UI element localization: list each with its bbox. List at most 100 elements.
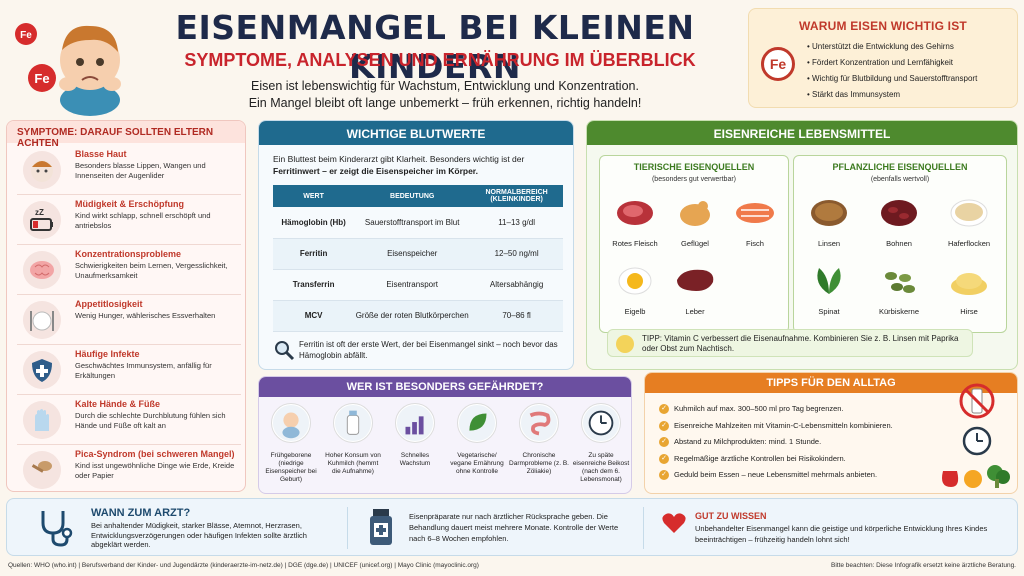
food-label: Hirse [960,307,978,316]
food-item: Spinat [802,264,856,316]
fish-icon [736,203,774,223]
tip-item: ✓ Abstand zu Milchprodukten: mind. 1 Stun… [659,434,893,451]
why-iron-list: Unterstützt die Entwicklung des Gehirns … [807,39,977,103]
why-item: Unterstützt die Entwicklung des Gehirns [807,39,977,55]
check-icon: ✓ [659,437,669,448]
table-row: MCV Größe der roten Blutkörperchen 70–86… [273,300,563,332]
doctor-info-bar: WANN ZUM ARZT? Bei anhaltender Müdigkeit… [6,498,1018,556]
vitamin-c-tip: TIPP: Vitamin C verbessert die Eisenaufn… [607,329,973,357]
symptoms-title: SYMPTOME: DARAUF SOLLTEN ELTERN ACHTEN [7,121,245,149]
risk-label: Hoher Konsum von Kuhmilch (hemmt die Auf… [325,452,381,475]
symptom-desc: Durch die schlechte Durchblutung fühlen … [75,411,226,430]
page-title: EISENMANGEL BEI KLEINEN KINDERN [175,8,695,86]
symptom-title: Appetitlosigkeit [75,299,143,309]
leaf-icon [457,403,497,443]
check-icon: ✓ [659,453,669,464]
food-item: Linsen [802,196,856,248]
symptom-desc: Kind wirkt schlapp, schnell erschöpft un… [75,211,211,230]
liver-icon [677,269,714,291]
heart-icon [662,513,686,533]
symptom-item: Appetitlosigkeit Wenig Hunger, wählerisc… [17,297,241,345]
good-to-know-title: GUT ZU WISSEN [695,511,767,521]
table-cell: 12–50 ng/ml [470,238,563,270]
risk-label: Vegetarische/ vegane Ernährung ohne Kont… [450,452,504,475]
symptom-desc: Schwierigkeiten beim Lernen, Vergesslich… [75,261,228,280]
food-item: Leber [668,264,722,316]
doctor-title: WANN ZUM ARZT? [91,507,191,519]
table-row: Hämoglobin (Hb) Sauerstofftransport im B… [273,207,563,239]
food-item: Eigelb [608,264,662,316]
food-item: Hirse [942,264,996,316]
food-label: Geflügel [681,239,709,248]
lentils-icon [811,200,847,226]
baby-icon [271,403,311,443]
tip-item: ✓ Geduld beim Essen – neue Lebensmittel m… [659,467,893,484]
svg-text:zZ: zZ [35,208,44,217]
svg-text:Fe: Fe [20,30,32,41]
table-header: NORMALBEREICH (KLEINKINDER) [470,185,563,207]
spoon-icon [23,451,61,489]
symptom-item: Blasse Haut Besonders blasse Lippen, Wan… [17,147,241,195]
symptom-item: Häufige Infekte Geschwächtes Immunsystem… [17,347,241,395]
table-header: WERT [273,185,355,207]
food-label: Haferflocken [947,239,991,248]
page-subtitle: SYMPTOME, ANALYSEN UND ERNÄHRUNG IM ÜBER… [184,50,696,70]
check-icon: ✓ [659,470,669,481]
shield-icon [23,351,61,389]
plant-sources-box: PFLANZLICHE EISENQUELLEN (ebenfalls wert… [793,155,1007,333]
risk-label: Schnelles Wachstum [399,452,431,467]
oats-icon [950,199,988,227]
daily-tips-title: TIPPS FÜR DEN ALLTAG [645,373,1017,393]
check-icon: ✓ [659,420,669,431]
symptom-title: Kalte Hände & Füße [75,399,161,409]
brain-icon [23,251,61,289]
disclaimer-text: Bitte beachten: Diese Infografik ersetzt… [831,562,1016,569]
food-label: Rotes Fleisch [612,239,658,248]
table-cell: MCV [273,300,355,332]
blood-intro-text: Ein Bluttest beim Kinderarzt gibt Klarhe… [273,154,525,164]
tip-item: ✓ Kuhmilch auf max. 300–500 ml pro Tag be… [659,401,893,418]
table-cell: Ferritin [273,238,355,270]
tip-item: ✓ Eisenreiche Mahlzeiten mit Vitamin-C-Le… [659,418,893,435]
sources-text: Quellen: WHO (who.int) | Berufsverband d… [8,562,479,569]
food-item: Bohnen [872,196,926,248]
food-item: Rotes Fleisch [608,196,662,248]
food-item: Fisch [728,196,782,248]
lightbulb-icon [616,335,634,353]
good-to-know-desc: Unbehandelter Eisenmangel kann die geist… [695,524,988,544]
check-icon: ✓ [659,404,669,415]
child-face-icon [23,151,61,189]
steak-icon [617,201,653,225]
cutlery-icon [23,301,61,339]
table-cell: 70–86 fl [470,300,563,332]
egg-yolk-icon [618,267,652,295]
symptom-title: Konzentrationsprobleme [75,249,182,259]
food-label: Kürbiskerne [878,307,920,316]
blood-intro-bold: Ferritinwert – er zeigt die Eisenspeiche… [273,166,479,176]
table-cell: Hämoglobin (Hb) [273,207,355,239]
risk-label: Chronische Darmprobleme (z. B. Zöliakie) [509,452,569,475]
animal-sources-title: TIERISCHE EISENQUELLEN [633,162,755,172]
symptom-desc: Kind isst ungewöhnliche Dinge wie Erde, … [75,461,235,480]
food-label: Spinat [818,307,840,316]
animal-sources-box: TIERISCHE EISENQUELLEN (besonders gut ve… [599,155,789,333]
tip-text: Regelmäßige ärztliche Kontrollen bei Ris… [674,453,846,463]
poultry-icon [680,201,710,226]
intro-line-1: Eisen ist lebenswichtig für Wachstum, En… [251,79,639,93]
table-cell: Altersabhängig [470,269,563,301]
spinach-icon [817,268,841,294]
blood-intro: Ein Bluttest beim Kinderarzt gibt Klarhe… [273,153,563,177]
risk-label: Zu späte eisenreiche Beikost (nach dem 6… [572,452,630,483]
symptom-title: Pica-Syndrom (bei schweren Mangel) [75,449,235,459]
table-cell: 11–13 g/dl [470,207,563,239]
food-label: Linsen [817,239,841,248]
risk-item: Chronische Darmprobleme (z. B. Zöliakie) [509,403,569,476]
table-row: Transferrin Eisentransport Altersabhängi… [273,269,563,301]
table-cell: Eisenspeicher [354,238,471,270]
food-label: Leber [685,307,705,316]
risk-item: Hoher Konsum von Kuhmilch (hemmt die Auf… [323,403,383,476]
intro-text: Eisen ist lebenswichtig für Wachstum, En… [210,78,680,112]
symptom-item: Konzentrationsprobleme Schwierigkeiten b… [17,247,241,295]
tip-text: TIPP: Vitamin C verbessert die Eisenaufn… [642,334,959,353]
millet-icon [951,273,987,295]
